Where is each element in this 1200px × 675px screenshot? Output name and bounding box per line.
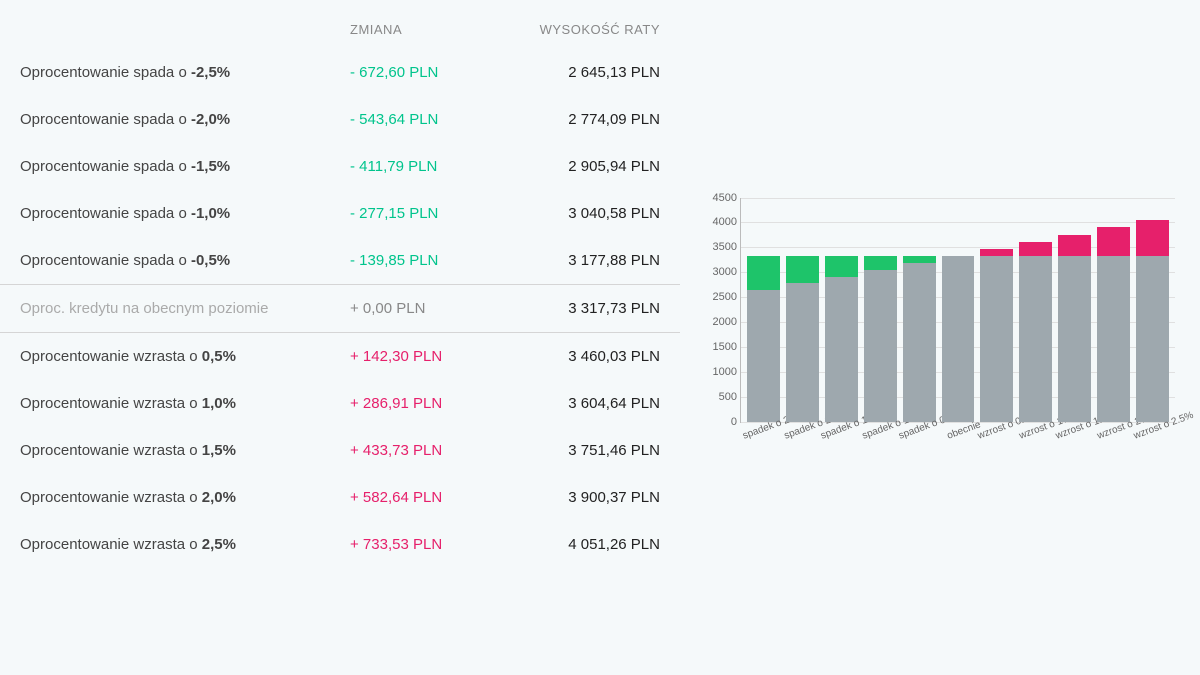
chart-ytick: 4000 xyxy=(703,216,737,228)
row-description: Oprocentowanie spada o -1,0% xyxy=(20,205,350,222)
table-row: Oprocentowanie spada o -1,0%- 277,15 PLN… xyxy=(0,190,680,237)
chart-ytick: 1500 xyxy=(703,341,737,353)
chart-bar: wzrost o 2.5% xyxy=(1136,198,1169,422)
row-description: Oprocentowanie wzrasta o 2,5% xyxy=(20,536,350,553)
row-description: Oprocentowanie spada o -1,5% xyxy=(20,158,350,175)
chart-bar: spadek o 1% xyxy=(864,198,897,422)
row-change: - 672,60 PLN xyxy=(350,64,490,81)
row-description: Oprocentowanie wzrasta o 1,0% xyxy=(20,395,350,412)
chart-ytick: 500 xyxy=(703,391,737,403)
chart-bar: wzrost o 2% xyxy=(1097,198,1130,422)
chart-bar-base xyxy=(1097,256,1130,421)
row-rate: 3 177,88 PLN xyxy=(490,252,660,269)
chart-bar-base xyxy=(942,256,975,421)
chart-bar: obecnie xyxy=(942,198,975,422)
row-rate: 4 051,26 PLN xyxy=(490,536,660,553)
row-rate: 3 604,64 PLN xyxy=(490,395,660,412)
chart-bar: wzrost o 1.5% xyxy=(1058,198,1091,422)
row-rate: 3 317,73 PLN xyxy=(490,300,660,317)
row-change: + 0,00 PLN xyxy=(350,300,490,317)
chart-bar: wzrost o 0.5% xyxy=(980,198,1013,422)
row-description: Oprocentowanie wzrasta o 1,5% xyxy=(20,442,350,459)
table-row: Oprocentowanie spada o -2,5%- 672,60 PLN… xyxy=(0,49,680,96)
row-change: + 433,73 PLN xyxy=(350,442,490,459)
row-change: - 139,85 PLN xyxy=(350,252,490,269)
row-change: + 733,53 PLN xyxy=(350,536,490,553)
row-rate: 3 040,58 PLN xyxy=(490,205,660,222)
table-row: Oprocentowanie wzrasta o 2,0%+ 582,64 PL… xyxy=(0,474,680,521)
header-change: ZMIANA xyxy=(350,22,490,37)
chart-bar-delta xyxy=(786,256,819,283)
chart-bar-base xyxy=(1136,256,1169,421)
chart-bar-base xyxy=(825,277,858,422)
chart-ytick: 3500 xyxy=(703,241,737,253)
row-rate: 3 751,46 PLN xyxy=(490,442,660,459)
row-description: Oprocentowanie spada o -2,0% xyxy=(20,111,350,128)
chart-bar-base xyxy=(903,263,936,421)
row-rate: 2 905,94 PLN xyxy=(490,158,660,175)
row-change: - 543,64 PLN xyxy=(350,111,490,128)
chart-bar: wzrost o 1% xyxy=(1019,198,1052,422)
row-change: + 286,91 PLN xyxy=(350,395,490,412)
row-rate: 3 900,37 PLN xyxy=(490,489,660,506)
chart-bar: spadek o 0.5% xyxy=(903,198,936,422)
chart-bar: spadek o 2.5% xyxy=(747,198,780,422)
row-rate: 2 645,13 PLN xyxy=(490,64,660,81)
chart-bar-base xyxy=(786,283,819,421)
row-change: + 142,30 PLN xyxy=(350,348,490,365)
chart-bar-delta xyxy=(1019,242,1052,256)
chart-bar: spadek o 2% xyxy=(786,198,819,422)
chart-bar-delta xyxy=(903,256,936,263)
table-header: ZMIANA WYSOKOŚĆ RATY xyxy=(0,10,680,49)
rate-table: ZMIANA WYSOKOŚĆ RATY Oprocentowanie spad… xyxy=(0,0,680,675)
table-row: Oprocentowanie spada o -2,0%- 543,64 PLN… xyxy=(0,96,680,143)
table-row: Oprocentowanie wzrasta o 1,5%+ 433,73 PL… xyxy=(0,427,680,474)
chart-bar-delta xyxy=(747,256,780,289)
row-change: - 277,15 PLN xyxy=(350,205,490,222)
header-rate: WYSOKOŚĆ RATY xyxy=(490,22,660,37)
chart-ytick: 0 xyxy=(703,416,737,428)
chart-bar-delta xyxy=(1136,220,1169,257)
chart-bar-base xyxy=(1058,256,1091,421)
table-row: Oprocentowanie wzrasta o 1,0%+ 286,91 PL… xyxy=(0,380,680,427)
row-description: Oprocentowanie spada o -0,5% xyxy=(20,252,350,269)
row-description: Oprocentowanie spada o -2,5% xyxy=(20,64,350,81)
table-row: Oproc. kredytu na obecnym poziomie+ 0,00… xyxy=(0,284,680,333)
chart-bar: spadek o 1.5% xyxy=(825,198,858,422)
chart-ytick: 2000 xyxy=(703,316,737,328)
row-change: - 411,79 PLN xyxy=(350,158,490,175)
chart-bar-delta xyxy=(825,256,858,276)
row-change: + 582,64 PLN xyxy=(350,489,490,506)
chart-bar-delta xyxy=(1058,235,1091,257)
chart-ytick: 3000 xyxy=(703,266,737,278)
chart-ytick: 1000 xyxy=(703,366,737,378)
row-rate: 3 460,03 PLN xyxy=(490,348,660,365)
chart-bar-delta xyxy=(1097,227,1130,256)
table-row: Oprocentowanie spada o -0,5%- 139,85 PLN… xyxy=(0,237,680,284)
chart-bar-base xyxy=(1019,256,1052,421)
chart-bars: spadek o 2.5%spadek o 2%spadek o 1.5%spa… xyxy=(741,198,1175,422)
chart-ytick: 2500 xyxy=(703,291,737,303)
chart-bar-base xyxy=(747,290,780,422)
table-row: Oprocentowanie spada o -1,5%- 411,79 PLN… xyxy=(0,143,680,190)
chart-bar-delta xyxy=(980,249,1013,256)
rate-bar-chart: 0 500 1000 1500 2000 2500 3000 3500 4000 4500 spad… xyxy=(700,193,1180,483)
row-rate: 2 774,09 PLN xyxy=(490,111,660,128)
chart-ytick: 4500 xyxy=(703,192,737,204)
row-description: Oprocentowanie wzrasta o 2,0% xyxy=(20,489,350,506)
row-description: Oprocentowanie wzrasta o 0,5% xyxy=(20,348,350,365)
chart-bar-base xyxy=(980,256,1013,421)
chart-bar-base xyxy=(864,270,897,421)
chart-bar-delta xyxy=(864,256,897,270)
chart-panel: 0 500 1000 1500 2000 2500 3000 3500 4000 4500 spad… xyxy=(680,0,1200,675)
row-description: Oproc. kredytu na obecnym poziomie xyxy=(20,300,350,317)
table-row: Oprocentowanie wzrasta o 0,5%+ 142,30 PL… xyxy=(0,333,680,380)
table-row: Oprocentowanie wzrasta o 2,5%+ 733,53 PL… xyxy=(0,521,680,568)
